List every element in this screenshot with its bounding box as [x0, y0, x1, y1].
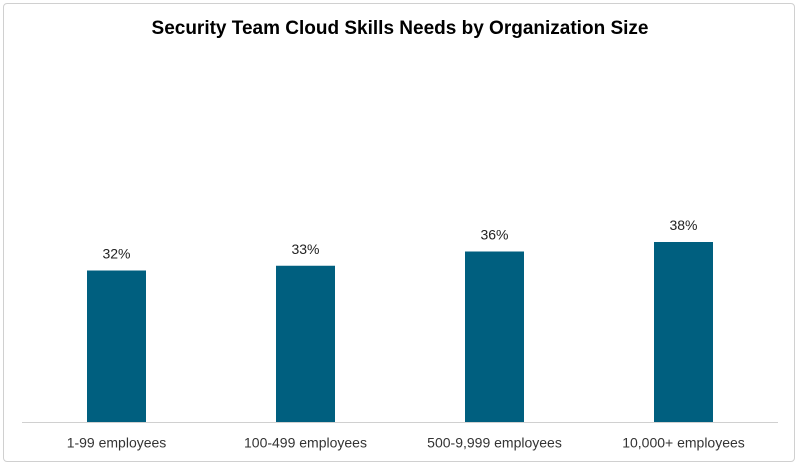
x-tick-label: 500-9,999 employees	[427, 435, 562, 451]
x-tick-label: 100-499 employees	[244, 435, 367, 451]
data-label: 32%	[102, 246, 130, 262]
data-label: 38%	[669, 217, 697, 233]
x-tick-label: 1-99 employees	[67, 435, 167, 451]
bar	[276, 265, 335, 423]
x-tick-label: 10,000+ employees	[622, 435, 745, 451]
chart-frame	[3, 3, 795, 462]
bar	[654, 242, 713, 423]
data-label: 33%	[291, 241, 319, 257]
bar	[87, 270, 146, 423]
data-label: 36%	[480, 227, 508, 243]
chart-title: Security Team Cloud Skills Needs by Orga…	[151, 18, 649, 39]
bar	[465, 251, 524, 423]
